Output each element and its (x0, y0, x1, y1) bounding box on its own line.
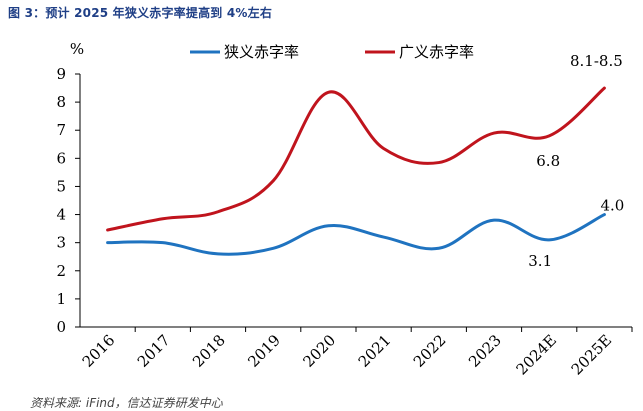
series-layer (106, 86, 606, 256)
y-tick-label: 3 (56, 234, 66, 252)
annotation-layer: 8.1-8.5 6.8 4.0 3.1 (528, 52, 624, 270)
x-tick-label: 2019 (244, 331, 284, 371)
y-axis-label: % (70, 40, 84, 58)
x-tick-label: 2023 (465, 331, 505, 371)
y-tick-label: 6 (56, 149, 66, 167)
data-label: 8.1-8.5 (570, 52, 623, 70)
x-tick-label: 2018 (189, 331, 229, 371)
x-tick-label: 2024E (513, 331, 560, 378)
legend-label: 狭义赤字率 (224, 43, 299, 61)
x-tick-label: 2017 (134, 331, 174, 371)
x-tick-label: 2020 (299, 331, 339, 371)
y-tick-label: 2 (56, 262, 66, 280)
data-label: 3.1 (528, 252, 552, 270)
y-tick-label: 4 (56, 206, 66, 224)
x-tick-label: 2025E (568, 331, 615, 378)
x-tick-label: 2021 (355, 331, 395, 371)
chart-axes: 0 1 2 3 4 5 6 7 8 9% 2016 2017 2018 2019 2020 2021 2022 2… (56, 40, 633, 379)
y-tick-label: 9 (56, 65, 66, 83)
legend-label: 广义赤字率 (399, 43, 474, 61)
y-tick-label: 7 (56, 121, 66, 139)
y-tick-label: 1 (56, 290, 66, 308)
x-tick-label: 2022 (410, 331, 450, 371)
series-line-2 (106, 86, 606, 232)
data-label: 4.0 (600, 197, 624, 215)
x-tick-label: 2016 (79, 331, 119, 371)
y-tick-label: 8 (56, 93, 66, 111)
chart-legend: 狭义赤字率 广义赤字率 (190, 43, 474, 61)
series-line-1 (106, 213, 606, 256)
data-label: 6.8 (536, 152, 560, 170)
y-tick-label: 0 (56, 318, 66, 336)
y-tick-label: 5 (56, 177, 66, 195)
source-note: 资料来源: iFind，信达证券研发中心 (30, 396, 223, 410)
figure-title: 图 3：预计 2025 年狭义赤字率提高到 4%左右 (8, 6, 273, 20)
